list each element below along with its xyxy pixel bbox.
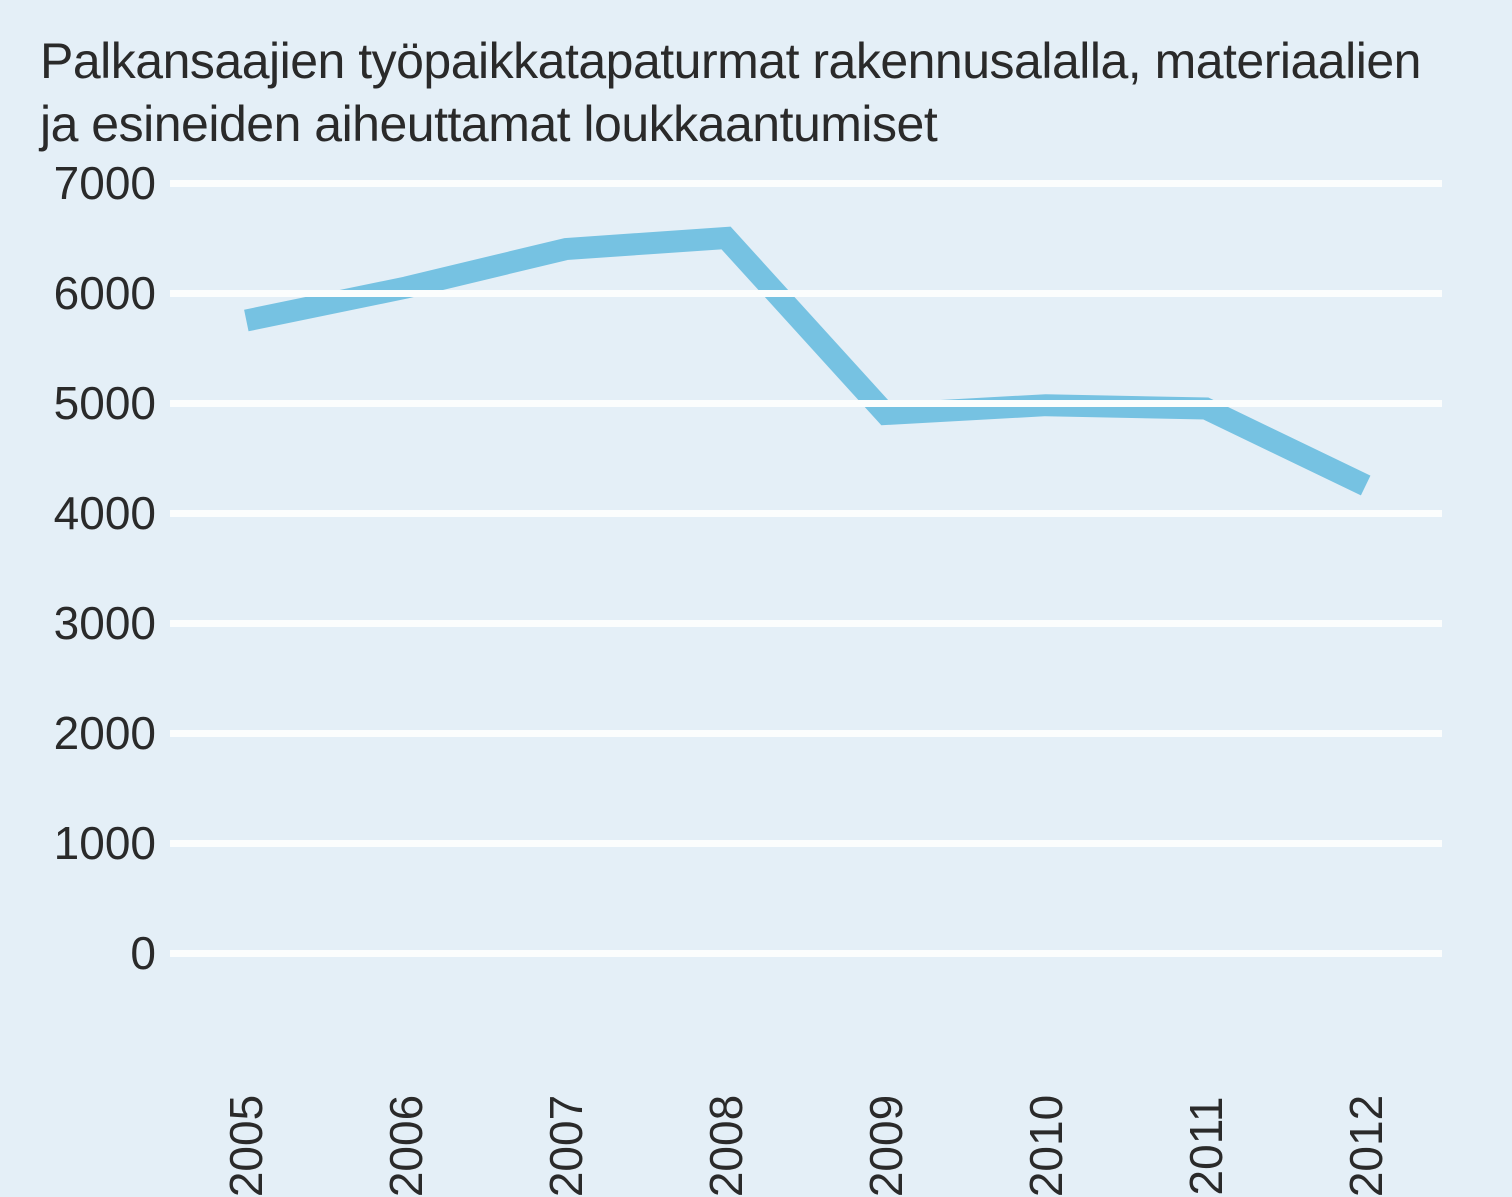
gridline xyxy=(170,620,1442,627)
y-axis-label: 4000 xyxy=(26,486,156,540)
x-axis-label: 2008 xyxy=(699,1095,753,1197)
chart-area: 0100020003000400050006000700020052006200… xyxy=(40,173,1472,1113)
y-axis-label: 3000 xyxy=(26,596,156,650)
gridline xyxy=(170,400,1442,407)
y-axis-label: 1000 xyxy=(26,816,156,870)
x-axis-label: 2007 xyxy=(539,1095,593,1197)
x-axis-label: 2010 xyxy=(1019,1095,1073,1197)
line-chart-svg xyxy=(170,183,1442,953)
gridline xyxy=(170,730,1442,737)
gridline xyxy=(170,290,1442,297)
chart-title: Palkansaajien työpaikkatapaturmat rakenn… xyxy=(40,30,1472,155)
x-axis-label: 2011 xyxy=(1179,1097,1233,1196)
y-axis-label: 0 xyxy=(26,926,156,980)
gridline xyxy=(170,950,1442,957)
y-axis-label: 6000 xyxy=(26,266,156,320)
y-axis-label: 2000 xyxy=(26,706,156,760)
gridline xyxy=(170,180,1442,187)
gridline xyxy=(170,840,1442,847)
x-axis-label: 2012 xyxy=(1339,1095,1393,1197)
x-axis-label: 2005 xyxy=(219,1095,273,1197)
x-axis-label: 2006 xyxy=(379,1095,433,1197)
x-axis-label: 2009 xyxy=(859,1095,913,1197)
y-axis-label: 5000 xyxy=(26,376,156,430)
data-line xyxy=(246,238,1365,486)
plot-box xyxy=(170,183,1442,953)
chart-container: Palkansaajien työpaikkatapaturmat rakenn… xyxy=(0,0,1512,1116)
y-axis-label: 7000 xyxy=(26,156,156,210)
gridline xyxy=(170,510,1442,517)
